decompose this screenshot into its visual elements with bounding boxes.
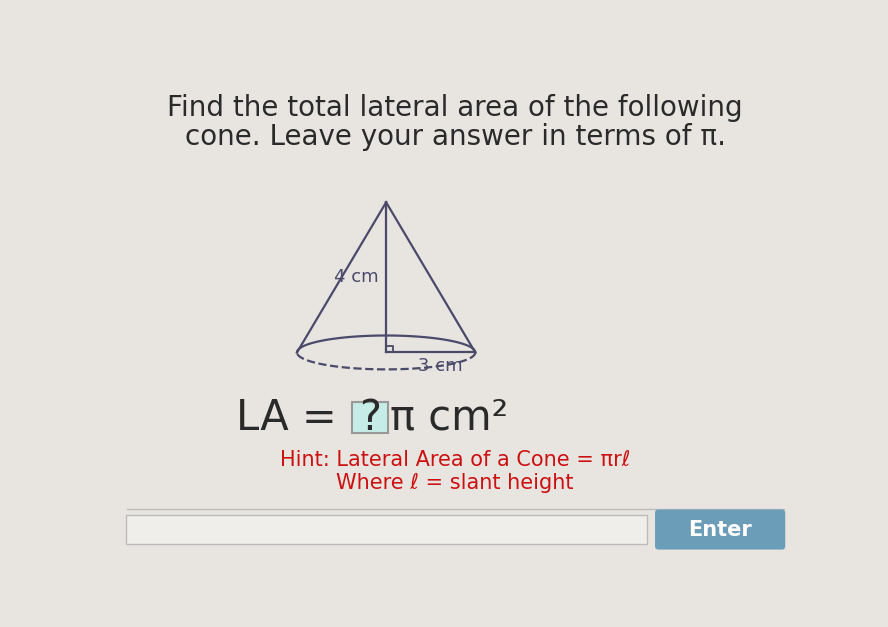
Text: Enter: Enter — [688, 520, 752, 540]
Text: Where ℓ = slant height: Where ℓ = slant height — [337, 473, 574, 493]
Text: LA =: LA = — [235, 397, 350, 439]
Text: cone. Leave your answer in terms of π.: cone. Leave your answer in terms of π. — [185, 123, 725, 151]
Text: ?: ? — [359, 397, 381, 439]
FancyBboxPatch shape — [352, 403, 388, 433]
Text: 3 cm: 3 cm — [417, 357, 463, 376]
FancyBboxPatch shape — [655, 510, 785, 549]
Text: Hint: Lateral Area of a Cone = πrℓ: Hint: Lateral Area of a Cone = πrℓ — [280, 450, 630, 470]
Text: 4 cm: 4 cm — [334, 268, 378, 287]
FancyBboxPatch shape — [126, 515, 646, 544]
Text: Find the total lateral area of the following: Find the total lateral area of the follo… — [167, 93, 743, 122]
Text: π cm²: π cm² — [390, 397, 508, 439]
